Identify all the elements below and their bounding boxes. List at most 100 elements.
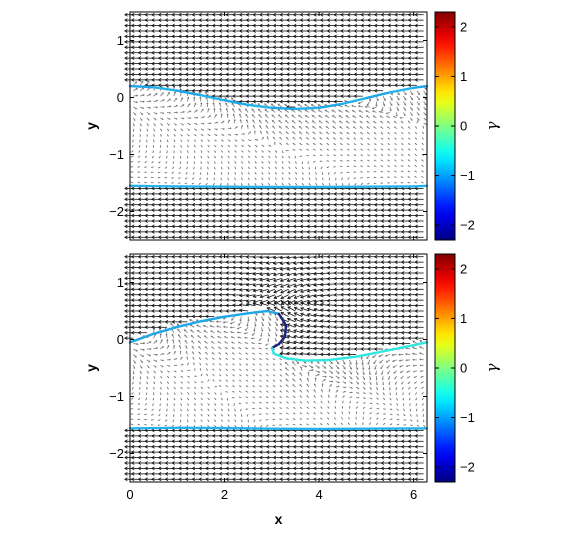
quiver-arrowhead: [294, 157, 296, 159]
quiver-arrowhead: [215, 320, 219, 323]
quiver-arrowhead: [191, 213, 196, 218]
quiver-arrowhead: [239, 118, 242, 122]
quiver-arrowhead: [155, 360, 158, 362]
quiver-arrowhead: [198, 12, 202, 17]
quiver-arrowhead: [211, 235, 216, 240]
quiver-arrowhead: [407, 159, 410, 161]
quiver-arrowhead: [346, 72, 351, 77]
quiver-arrowhead: [298, 120, 301, 123]
quiver-arrowhead: [395, 114, 398, 117]
quiver-arrowhead: [414, 72, 418, 77]
quiver-arrowhead: [340, 154, 342, 156]
quiver-arrowhead: [264, 108, 267, 111]
quiver-arrowhead: [144, 181, 146, 184]
quiver-arrowhead: [279, 77, 283, 82]
quiver-arrowhead: [394, 77, 398, 82]
quiver-arrowhead: [373, 229, 378, 234]
quiver-arrowhead: [137, 229, 142, 234]
quiver-arrowhead: [178, 23, 182, 28]
quiver-arrowhead: [191, 314, 196, 319]
quiver-arrowhead: [185, 173, 187, 175]
quiver-arrowhead: [164, 235, 169, 240]
quiver-arrowhead: [238, 56, 243, 61]
quiver-arrowhead: [137, 166, 139, 168]
quiver-arrowhead: [145, 151, 147, 154]
quiver-arrowhead: [198, 61, 202, 66]
quiver-arrowhead: [186, 157, 189, 159]
quiver-arrowhead: [183, 329, 186, 332]
quiver-arrowhead: [170, 182, 173, 184]
quiver-arrowhead: [147, 118, 150, 121]
quiver-arrowhead: [124, 265, 128, 270]
quiver-arrowhead: [252, 94, 256, 99]
quiver-arrowhead: [282, 167, 284, 170]
quiver-arrowhead: [144, 186, 148, 191]
quiver-arrowhead: [252, 124, 255, 127]
quiver-arrowhead: [353, 12, 358, 17]
quiver-arrowhead: [380, 29, 385, 33]
quiver-arrowhead: [340, 88, 344, 93]
quiver-arrowhead: [124, 45, 128, 50]
quiver-arrowhead: [360, 229, 364, 234]
quiver-arrowhead: [191, 50, 196, 55]
quiver-arrowhead: [199, 173, 202, 176]
quiver-arrowhead: [259, 125, 261, 127]
quiver-arrowhead: [191, 235, 196, 240]
quiver-arrowhead: [144, 439, 148, 444]
quiver-arrowhead: [191, 461, 196, 465]
quiver-arrowhead: [164, 439, 169, 444]
quiver-arrowhead: [144, 461, 148, 465]
quiver-arrowhead: [151, 208, 155, 213]
quiver-arrowhead: [178, 439, 182, 444]
quiver-arrowhead: [144, 23, 148, 28]
quiver-arrowhead: [306, 229, 310, 234]
quiver-arrowhead: [333, 191, 337, 196]
quiver-arrowhead: [160, 339, 163, 342]
quiver-arrowhead: [142, 348, 145, 351]
quiver-arrowhead: [292, 208, 297, 213]
quiver-arrowhead: [151, 444, 155, 449]
quiver-arrowhead: [417, 103, 420, 106]
quiver-arrowhead: [144, 166, 146, 168]
quiver-arrowhead: [407, 34, 412, 39]
quiver-arrowhead: [146, 388, 148, 390]
quiver-arrowhead: [151, 50, 155, 55]
quiver-arrowhead: [373, 176, 376, 179]
quiver-arrowhead: [164, 444, 169, 449]
quiver-arrowhead: [265, 202, 270, 207]
quiver-arrowhead: [292, 23, 297, 28]
quiver-arrowhead: [146, 382, 148, 385]
quiver-arrowhead: [191, 29, 196, 33]
quiver-arrowhead: [259, 219, 263, 223]
quiver-arrowhead: [299, 18, 304, 23]
quiver-arrowhead: [245, 113, 248, 116]
quiver-arrowhead: [367, 219, 371, 223]
quiver-arrowhead: [353, 83, 358, 88]
quiver-arrowhead: [341, 184, 344, 186]
quiver-arrowhead: [164, 219, 169, 223]
quiver-arrowhead: [345, 115, 348, 118]
quiver-arrowhead: [151, 235, 155, 240]
quiver-arrowhead: [380, 235, 385, 240]
quiver-arrowhead: [222, 140, 224, 142]
quiver-arrowhead: [211, 477, 216, 482]
quiver-arrow: [170, 323, 175, 328]
quiver-arrowhead: [340, 56, 344, 61]
quiver-arrowhead: [161, 371, 163, 373]
quiver-arrowhead: [245, 119, 248, 122]
quiver-arrowhead: [286, 235, 290, 240]
colorbar-tick-label: 1: [460, 69, 467, 84]
quiver-arrowhead: [245, 202, 250, 207]
quiver-arrowhead: [353, 202, 358, 207]
quiver-arrowhead: [137, 181, 139, 184]
quiver-arrowhead: [178, 260, 182, 265]
quiver-arrowhead: [218, 67, 223, 71]
quiver-arrowhead: [218, 197, 223, 202]
quiver-arrowhead: [173, 140, 176, 143]
quiver-arrowhead: [259, 77, 263, 82]
quiver-arrowhead: [153, 135, 155, 137]
quiver-arrowhead: [225, 363, 228, 365]
quiver-arrowhead: [181, 370, 184, 372]
quiver-arrowhead: [164, 281, 169, 286]
quiver-arrowhead: [319, 213, 324, 218]
